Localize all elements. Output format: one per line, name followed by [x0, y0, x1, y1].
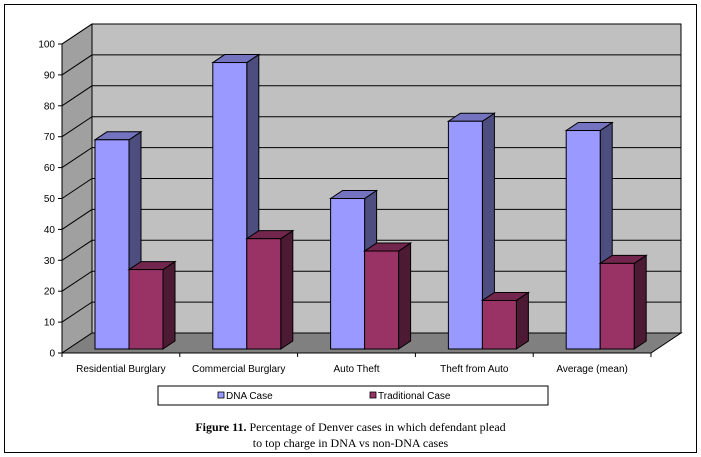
caption-text-1: Percentage of Denver cases in which defe… [246, 420, 506, 434]
gridline [61, 85, 681, 107]
legend-item: DNA Case [217, 391, 273, 402]
y-tick-label: 0 [49, 349, 55, 360]
y-tick-label: 100 [38, 40, 55, 51]
bar-front [246, 238, 282, 350]
category-label: Commercial Burglary [192, 364, 285, 375]
caption-line-1: Figure 11. Percentage of Denver cases in… [0, 419, 701, 435]
y-tick-label: 30 [44, 256, 56, 267]
bar-front [128, 269, 164, 350]
y-tick-label: 70 [44, 132, 56, 143]
y-tick-label: 60 [44, 163, 56, 174]
bar-side [162, 260, 176, 350]
bar-traditional-case [127, 260, 177, 350]
bar-side [398, 242, 412, 350]
y-tick-label: 90 [44, 70, 56, 81]
caption-line-2: to top charge in DNA vs non-DNA cases [252, 436, 449, 450]
figure-caption: Figure 11. Percentage of Denver cases in… [0, 419, 701, 451]
legend-item: Traditional Case [369, 391, 451, 402]
legend-swatch [217, 391, 225, 399]
bar-front [565, 130, 601, 350]
y-tick-label: 80 [44, 101, 56, 112]
bar-dna-case [564, 121, 614, 350]
bar-traditional-case [480, 291, 531, 350]
legend-label: DNA Case [226, 391, 273, 402]
category-label: Theft from Auto [440, 364, 509, 375]
gridline [61, 23, 681, 45]
y-tick-label: 20 [44, 287, 56, 298]
bar-traditional-case [362, 242, 413, 350]
bar-front [364, 250, 400, 350]
gridline [61, 54, 681, 76]
legend-box [157, 385, 549, 406]
y-tick-label: 50 [44, 194, 56, 205]
bar-front [481, 299, 517, 350]
category-label: Residential Burglary [76, 364, 166, 375]
y-tick-label: 40 [44, 225, 56, 236]
category-label: Auto Theft [334, 364, 380, 375]
bar-front [94, 139, 130, 350]
legend-label: Traditional Case [378, 391, 451, 402]
caption-label: Figure 11. [195, 420, 247, 434]
bar-side [633, 254, 647, 350]
y-tick-label: 10 [44, 318, 56, 329]
category-label: Average (mean) [556, 364, 628, 375]
bar-front [212, 62, 248, 350]
legend-swatch [369, 391, 377, 399]
bar-traditional-case [245, 229, 295, 350]
bar-side [280, 229, 294, 350]
bar-traditional-case [598, 254, 648, 350]
bar-side [515, 291, 529, 350]
bar-front [599, 262, 635, 350]
bar-front [447, 120, 483, 350]
bar-front [330, 198, 366, 350]
